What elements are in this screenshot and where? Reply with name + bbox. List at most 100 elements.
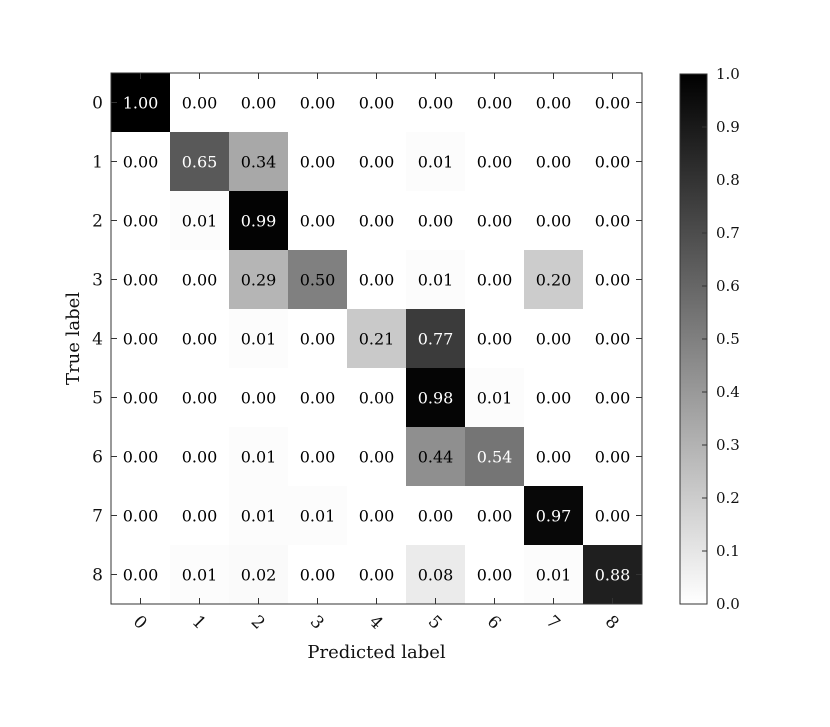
y-tick-label-2: 2 [92, 212, 103, 232]
x-tick-label-3: 3 [306, 612, 328, 634]
y-axis-ticks: 0 1 2 3 4 5 6 7 8 [92, 94, 642, 586]
heatmap-cell-0-1 [170, 73, 230, 133]
heatmap-cell-4-5 [406, 309, 466, 369]
heatmap-cell-1-6 [465, 132, 525, 192]
heatmap-cell-2-5 [406, 191, 466, 251]
cell-value-7-2: 0.01 [241, 507, 277, 526]
heatmap-cell-4-4 [347, 309, 407, 369]
heatmap-cell-8-6 [465, 545, 525, 605]
heatmap-cell-7-1 [170, 486, 230, 546]
heatmap-cell-5-8 [583, 368, 643, 428]
cell-value-8-5: 0.08 [418, 566, 454, 585]
heatmap-cell-1-1 [170, 132, 230, 192]
colorbar-tick-label-5: 0.5 [716, 330, 740, 348]
cell-value-3-7: 0.20 [536, 271, 572, 290]
cell-value-8-7: 0.01 [536, 566, 572, 585]
cell-value-3-5: 0.01 [418, 271, 454, 290]
cell-value-6-3: 0.00 [300, 448, 336, 467]
cell-value-6-6: 0.54 [477, 448, 513, 467]
heatmap-cell-6-3 [288, 427, 348, 487]
heatmap-cell-2-4 [347, 191, 407, 251]
heatmap-cell-0-2 [229, 73, 289, 133]
cell-value-8-6: 0.00 [477, 566, 513, 585]
heatmap-cell-1-5 [406, 132, 466, 192]
cell-value-6-8: 0.00 [595, 448, 631, 467]
cell-value-8-0: 0.00 [123, 566, 159, 585]
cell-value-3-6: 0.00 [477, 271, 513, 290]
cell-value-1-6: 0.00 [477, 153, 513, 172]
cell-value-6-7: 0.00 [536, 448, 572, 467]
colorbar-tick-label-2: 0.2 [716, 489, 740, 507]
cell-value-5-3: 0.00 [300, 389, 336, 408]
heatmap-cell-1-7 [524, 132, 584, 192]
cell-value-2-8: 0.00 [595, 212, 631, 231]
heatmap-cell-3-3 [288, 250, 348, 310]
cell-value-5-4: 0.00 [359, 389, 395, 408]
heatmap-cell-5-3 [288, 368, 348, 428]
heatmap-cell-3-1 [170, 250, 230, 310]
cell-value-1-4: 0.00 [359, 153, 395, 172]
heatmap-cell-3-2 [229, 250, 289, 310]
cell-value-0-6: 0.00 [477, 94, 513, 113]
heatmap-cell-3-4 [347, 250, 407, 310]
y-tick-label-0: 0 [92, 94, 103, 114]
cell-value-4-1: 0.00 [182, 330, 218, 349]
heatmap-cell-2-2 [229, 191, 289, 251]
x-tick-label-1: 1 [188, 612, 210, 634]
y-tick-label-8: 8 [92, 566, 103, 586]
cell-value-4-0: 0.00 [123, 330, 159, 349]
cell-value-7-1: 0.00 [182, 507, 218, 526]
cell-value-6-5: 0.44 [418, 448, 454, 467]
cell-value-4-8: 0.00 [595, 330, 631, 349]
cell-value-8-4: 0.00 [359, 566, 395, 585]
cell-value-2-6: 0.00 [477, 212, 513, 231]
heatmap-cell-6-5 [406, 427, 466, 487]
heatmap-cell-8-3 [288, 545, 348, 605]
heatmap-cell-5-5 [406, 368, 466, 428]
cell-value-2-5: 0.00 [418, 212, 454, 231]
cell-value-5-7: 0.00 [536, 389, 572, 408]
heatmap-cell-7-7 [524, 486, 584, 546]
cell-value-8-2: 0.02 [241, 566, 277, 585]
heatmap-cell-4-0 [111, 309, 171, 369]
colorbar-tick-label-3: 0.3 [716, 436, 740, 454]
heatmap-cell-5-4 [347, 368, 407, 428]
heatmap-cell-2-8 [583, 191, 643, 251]
cell-value-4-7: 0.00 [536, 330, 572, 349]
y-tick-label-4: 4 [92, 330, 103, 350]
heatmap-cell-8-0 [111, 545, 171, 605]
cell-value-2-2: 0.99 [241, 212, 277, 231]
heatmap-cell-7-6 [465, 486, 525, 546]
cell-value-3-0: 0.00 [123, 271, 159, 290]
cell-value-1-7: 0.00 [536, 153, 572, 172]
heatmap-cell-1-3 [288, 132, 348, 192]
x-tick-label-8: 8 [601, 612, 623, 634]
cell-value-7-6: 0.00 [477, 507, 513, 526]
y-tick-label-1: 1 [92, 153, 103, 173]
heatmap-cell-4-6 [465, 309, 525, 369]
cell-value-8-1: 0.01 [182, 566, 218, 585]
heatmap-cell-5-7 [524, 368, 584, 428]
heatmap-cell-1-0 [111, 132, 171, 192]
heatmap-cell-2-3 [288, 191, 348, 251]
cell-value-4-2: 0.01 [241, 330, 277, 349]
x-axis-label: Predicted label [307, 642, 446, 663]
cell-value-3-2: 0.29 [241, 271, 277, 290]
cell-value-0-3: 0.00 [300, 94, 336, 113]
cell-value-1-5: 0.01 [418, 153, 454, 172]
heatmap-cell-4-3 [288, 309, 348, 369]
heatmap-cell-6-2 [229, 427, 289, 487]
cell-value-1-3: 0.00 [300, 153, 336, 172]
cell-value-0-4: 0.00 [359, 94, 395, 113]
cell-value-2-1: 0.01 [182, 212, 218, 231]
cell-value-3-4: 0.00 [359, 271, 395, 290]
cell-value-5-8: 0.00 [595, 389, 631, 408]
cell-value-6-1: 0.00 [182, 448, 218, 467]
cell-value-6-4: 0.00 [359, 448, 395, 467]
heatmap-cell-4-1 [170, 309, 230, 369]
heatmap-cell-4-2 [229, 309, 289, 369]
heatmap-cell-3-6 [465, 250, 525, 310]
cell-value-1-2: 0.34 [241, 153, 277, 172]
heatmap-cell-1-2 [229, 132, 289, 192]
